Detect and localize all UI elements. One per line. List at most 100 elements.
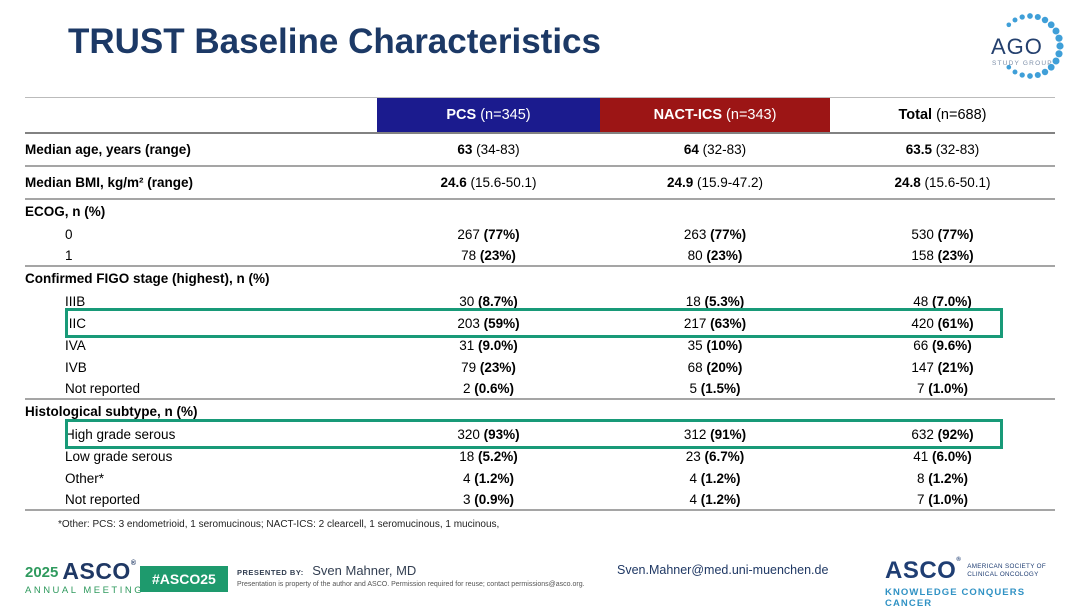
table-row: Histological subtype, n (%) <box>25 400 1055 423</box>
row-label: Low grade serous <box>65 448 173 464</box>
row-label: IVB <box>65 359 87 375</box>
value-cell: 66 (9.6%) <box>913 337 972 353</box>
value-cell: 4 (1.2%) <box>689 470 741 486</box>
value-cell: 5 (1.5%) <box>689 380 741 396</box>
table-body: Median age, years (range) 63 (34-83) 64 (3… <box>25 134 1055 511</box>
row-label: ECOG, n (%) <box>25 204 106 219</box>
value-cell: 31 (9.0%) <box>459 337 518 353</box>
value-cell: 63.5 (32-83) <box>905 142 980 157</box>
registered-mark: ® <box>130 560 137 567</box>
table-row: IIIB 30 (8.7%) 18 (5.3%) 48 (7.0%) <box>25 290 1055 312</box>
value-cell: 30 (8.7%) <box>459 293 518 309</box>
ago-logo-text: AGO <box>991 34 1043 59</box>
value-cell: 68 (20%) <box>687 359 743 375</box>
slide-title: TRUST Baseline Characteristics <box>68 22 601 61</box>
table-footnote: *Other: PCS: 3 endometrioid, 1 seromucin… <box>58 519 500 530</box>
asco-society-line1: AMERICAN SOCIETY OF <box>967 562 1046 570</box>
table-row: Median age, years (range) 63 (34-83) 64 (3… <box>25 134 1055 167</box>
table-row: Median BMI, kg/m² (range) 24.6 (15.6-50.1… <box>25 167 1055 200</box>
table-row: Not reported 3 (0.9%) 4 (1.2%) 7 (1.0%) <box>25 489 1055 511</box>
asco-tagline: KNOWLEDGE CONQUERS CANCER <box>885 587 1026 607</box>
value-cell: 41 (6.0%) <box>913 448 972 464</box>
table-header-row: PCS (n=345) NACT-ICS (n=343) Total (n=68… <box>25 98 1055 134</box>
value-cell: 3 (0.9%) <box>462 491 515 507</box>
table-row: Low grade serous 18 (5.2%) 23 (6.7%) 41 (6.… <box>25 445 1055 467</box>
table-row: High grade serous 320 (93%) 312 (91%) 632 (… <box>25 423 1055 445</box>
value-cell: 24.6 (15.6-50.1) <box>440 175 537 190</box>
value-cell: 320 (93%) <box>457 426 520 442</box>
header-pcs: PCS (n=345) <box>377 98 600 132</box>
value-cell: 63 (34-83) <box>457 142 520 157</box>
value-cell: 79 (23%) <box>461 359 516 375</box>
value-cell: 2 (0.6%) <box>462 380 515 396</box>
header-total-label: Total <box>898 107 933 123</box>
value-cell: 632 (92%) <box>911 426 974 442</box>
value-cell: 23 (6.7%) <box>685 448 745 464</box>
baseline-characteristics-table: PCS (n=345) NACT-ICS (n=343) Total (n=68… <box>25 97 1055 511</box>
table-row: IVB 79 (23%) 68 (20%) 147 (21%) <box>25 356 1055 378</box>
asco-annual-meeting-logo: 2025 ASCO® ANNUAL MEETING <box>25 560 144 596</box>
value-cell: 4 (1.2%) <box>689 491 741 507</box>
value-cell: 158 (23%) <box>911 247 974 263</box>
registered-mark: ® <box>956 557 962 563</box>
row-label: 1 <box>65 247 73 263</box>
value-cell: 35 (10%) <box>687 337 743 353</box>
row-label: Not reported <box>65 491 141 507</box>
meeting-annual-label: ANNUAL MEETING <box>25 585 145 596</box>
header-total: Total (n=688) <box>830 98 1055 132</box>
presented-by-label: PRESENTED BY: <box>237 568 304 577</box>
value-cell: 217 (63%) <box>683 315 747 331</box>
value-cell: 64 (32-83) <box>683 142 747 157</box>
value-cell: 203 (59%) <box>457 315 520 331</box>
value-cell: 530 (77%) <box>911 226 974 242</box>
hashtag-badge: #ASCO25 <box>140 566 228 592</box>
table-row: Other* 4 (1.2%) 4 (1.2%) 8 (1.2%) <box>25 467 1055 489</box>
asco-society-line2: CLINICAL ONCOLOGY <box>967 571 1039 578</box>
table-row: 0 267 (77%) 263 (77%) 530 (77%) <box>25 223 1055 245</box>
value-cell: 4 (1.2%) <box>462 470 515 486</box>
asco-society-logo: ASCO® AMERICAN SOCIETY OF CLINICAL ONCOL… <box>885 557 1060 607</box>
row-label: Median age, years (range) <box>25 142 191 157</box>
meeting-org: ASCO® <box>62 558 137 584</box>
value-cell: 80 (23%) <box>687 247 743 263</box>
value-cell: 312 (91%) <box>683 426 747 442</box>
ago-study-group-logo: AGO STUDY GROUP <box>990 10 1066 86</box>
row-label: Confirmed FIGO stage (highest), n (%) <box>25 271 270 286</box>
value-cell: 48 (7.0%) <box>913 293 972 309</box>
row-label: Median BMI, kg/m² (range) <box>25 175 194 190</box>
table-row: 1 78 (23%) 80 (23%) 158 (23%) <box>25 245 1055 267</box>
dotted-circle-icon <box>1006 13 1064 79</box>
row-label: IVA <box>65 337 86 353</box>
header-pcs-n: (n=345) <box>480 107 531 123</box>
value-cell: 263 (77%) <box>683 226 747 242</box>
table-row: Confirmed FIGO stage (highest), n (%) <box>25 267 1055 290</box>
value-cell: 420 (61%) <box>911 315 974 331</box>
row-label: Not reported <box>65 380 141 396</box>
row-label: IIIC <box>65 315 87 331</box>
table-row: IIIC 203 (59%) 217 (63%) 420 (61%) <box>25 312 1055 334</box>
header-pcs-label: PCS <box>446 107 477 123</box>
value-cell: 18 (5.2%) <box>459 448 518 464</box>
value-cell: 7 (1.0%) <box>916 491 969 507</box>
presented-by-block: PRESENTED BY: Sven Mahner, MD <box>237 562 416 580</box>
presenter-name: Sven Mahner, MD <box>312 563 417 578</box>
header-nact-ics: NACT-ICS (n=343) <box>600 98 830 132</box>
asco-society-name: AMERICAN SOCIETY OF CLINICAL ONCOLOGY <box>967 563 1046 580</box>
header-nact-n: (n=343) <box>726 107 777 123</box>
value-cell: 18 (5.3%) <box>685 293 745 309</box>
presenter-email-link[interactable]: Sven.Mahner@med.uni-muenchen.de <box>617 563 829 577</box>
value-cell: 24.9 (15.9-47.2) <box>666 175 764 190</box>
row-label: IIIB <box>65 293 86 309</box>
row-label: 0 <box>65 226 73 242</box>
value-cell: 267 (77%) <box>457 226 520 242</box>
row-label: Other* <box>65 470 105 486</box>
permission-fine-print: Presentation is property of the author a… <box>237 581 585 588</box>
asco-logo-text: ASCO® <box>885 557 962 584</box>
value-cell: 7 (1.0%) <box>916 380 969 396</box>
asco-logo-top: ASCO® AMERICAN SOCIETY OF CLINICAL ONCOL… <box>885 557 1060 585</box>
value-cell: 147 (21%) <box>911 359 974 375</box>
table-row: ECOG, n (%) <box>25 200 1055 223</box>
header-total-n: (n=688) <box>936 107 987 123</box>
asco-meeting-logo-top: 2025 ASCO® <box>25 560 144 583</box>
table-row: Not reported 2 (0.6%) 5 (1.5%) 7 (1.0%) <box>25 378 1055 400</box>
